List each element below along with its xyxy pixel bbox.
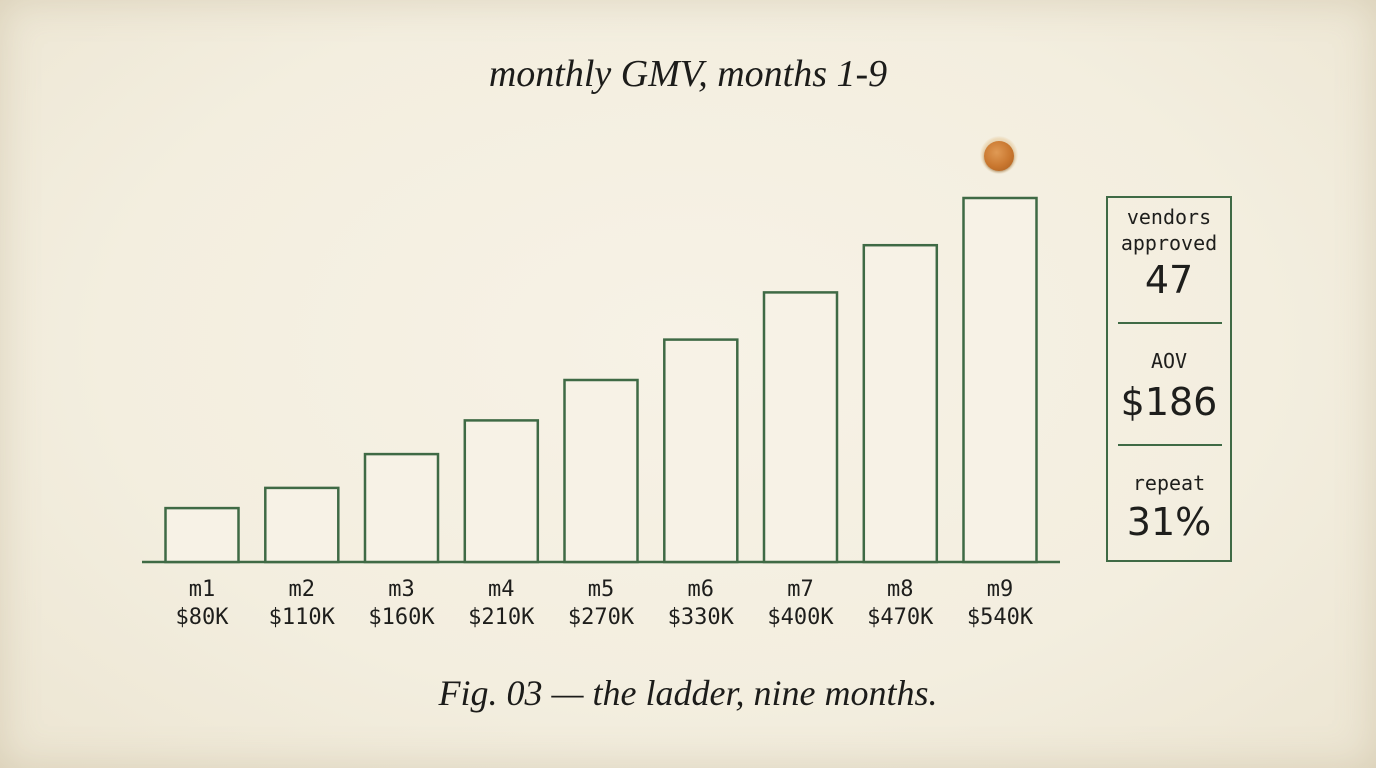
x-tick-label: m8 [887, 577, 914, 602]
bar-m9 [962, 196, 1038, 564]
stat-aov: AOV $186 [1108, 348, 1230, 424]
bar-m7 [762, 291, 839, 564]
bar-value-label: $110K [269, 605, 336, 630]
x-tick-label: m3 [388, 577, 415, 602]
stat-divider [1118, 322, 1222, 324]
figure-caption: Fig. 03 — the ladder, nine months. [438, 673, 938, 713]
bar-m5 [563, 378, 639, 564]
x-tick-label: m1 [189, 577, 216, 602]
bar-value-label: $210K [468, 605, 535, 630]
bar-m6 [663, 338, 739, 564]
stat-value: 47 [1144, 258, 1194, 302]
x-tick-label: m2 [289, 577, 316, 602]
pushpin-icon [984, 141, 1014, 171]
stat-label: vendors approved [1120, 205, 1218, 255]
bar-m1 [164, 506, 240, 564]
bar-m4 [463, 419, 540, 564]
x-tick-label: m6 [688, 577, 715, 602]
bar-value-label: $540K [967, 605, 1034, 630]
bar-m3 [363, 452, 440, 564]
bar-value-label: $160K [368, 605, 435, 630]
stat-value: $186 [1120, 380, 1218, 424]
stat-label: repeat [1132, 471, 1206, 495]
bar-value-label: $330K [668, 605, 735, 630]
stat-divider [1118, 444, 1222, 446]
bar-m8 [862, 243, 939, 564]
x-tick-label: m4 [488, 577, 515, 602]
bar-value-label: $270K [568, 605, 635, 630]
bar-m2 [264, 486, 340, 564]
x-tick-label: m5 [588, 577, 615, 602]
stat-repeat: repeat 31% [1108, 470, 1230, 544]
tick-labels-group: m1 $80K m2 $110K m3 $160K m4 $210K m5 $270K m6 $330… [176, 577, 1034, 630]
bar-value-label: $400K [767, 605, 834, 630]
stat-label: AOV [1150, 349, 1188, 373]
chart-title: monthly GMV, months 1-9 [488, 53, 888, 95]
bar-value-label: $470K [867, 605, 934, 630]
x-tick-label: m9 [987, 577, 1014, 602]
stat-value: 31% [1126, 500, 1212, 544]
x-tick-label: m7 [787, 577, 814, 602]
stats-panel: vendors approved 47 AOV $186 repeat 31% [1106, 196, 1232, 562]
stat-vendors: vendors approved 47 [1108, 204, 1230, 302]
bar-value-label: $80K [176, 605, 230, 630]
bars-group [164, 196, 1038, 564]
